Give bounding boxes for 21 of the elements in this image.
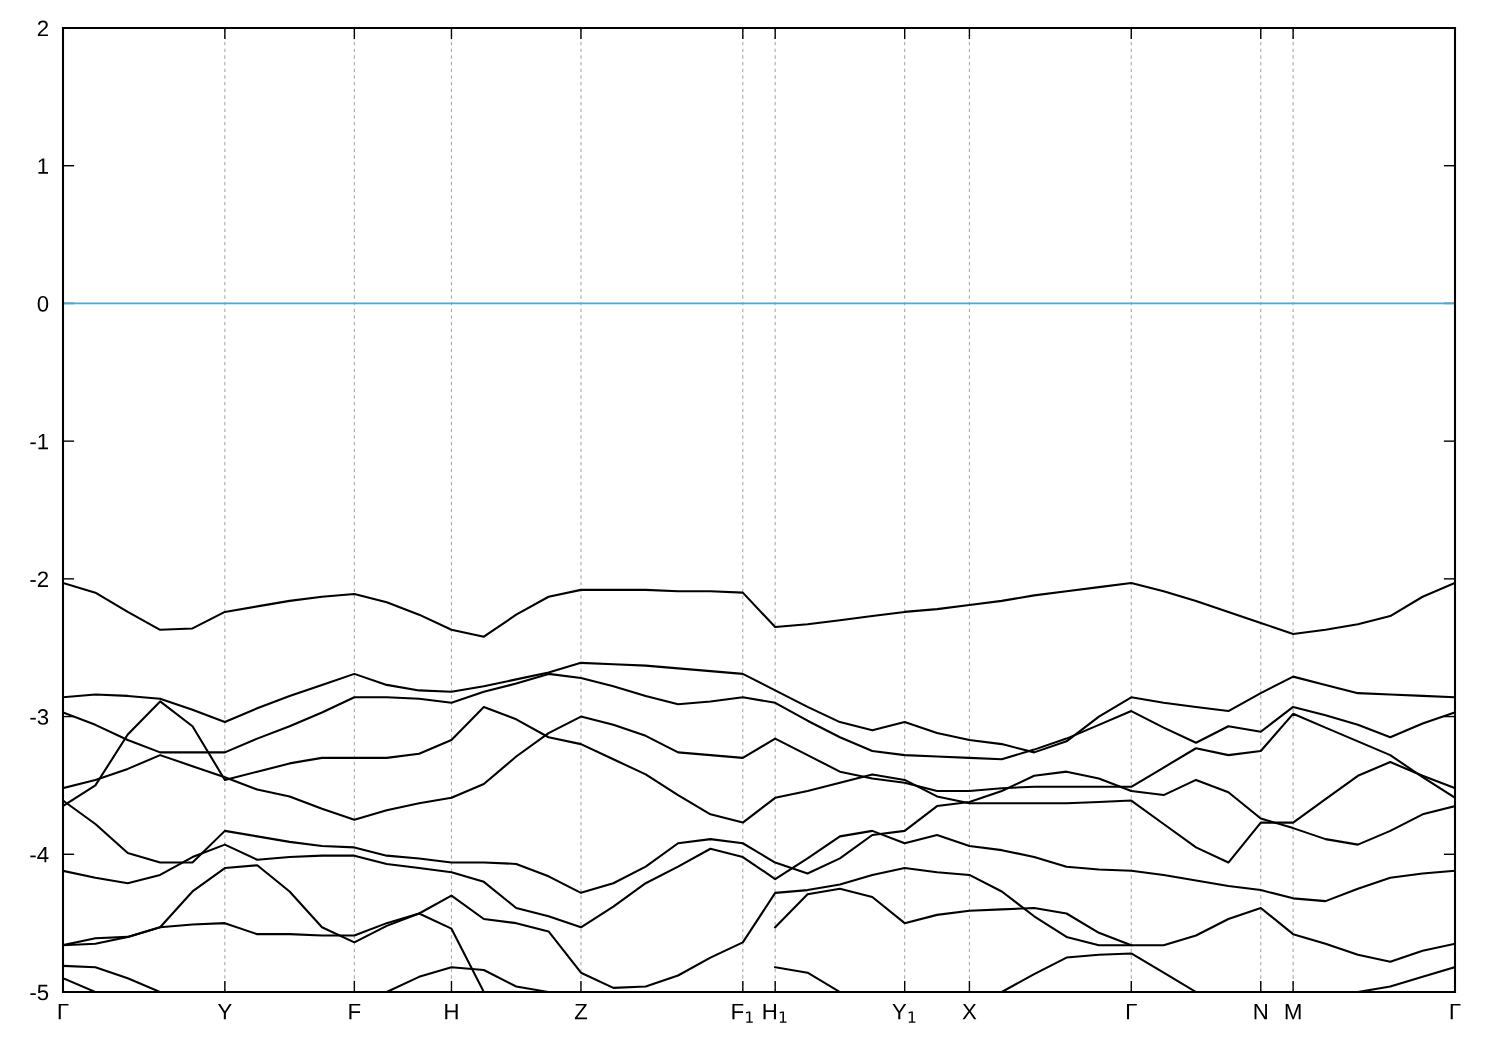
y-tick-label: -1 [30,433,49,450]
x-tick-label: H [445,1003,458,1020]
x-tick-label: Γ [1126,1003,1137,1020]
y-tick-label: -4 [30,847,49,863]
y-tick-label: 1 [38,158,49,174]
y-tick-label: -2 [30,571,48,587]
x-tick-label: Z [574,1003,588,1020]
x-tick-label: X [962,1003,977,1020]
x-tick-label: F [349,1003,361,1020]
y-tick-label: -3 [30,709,49,725]
x-tick-label: Y [217,1003,232,1020]
x-tick-label: Γ [1450,1003,1461,1020]
x-tick-label: N [1254,1003,1267,1020]
y-tick-label: 0 [37,295,49,312]
y-tick-label: -5 [30,984,49,1001]
x-tick-label: F$_{1}$ [732,1003,753,1023]
x-tick-label: H$_{1}$ [763,1003,787,1023]
x-tick-label: M [1285,1003,1301,1020]
x-tick-label: Γ [58,1003,69,1020]
x-tick-label: Y$_{1}$ [892,1003,916,1023]
y-tick-label: 2 [37,20,48,37]
